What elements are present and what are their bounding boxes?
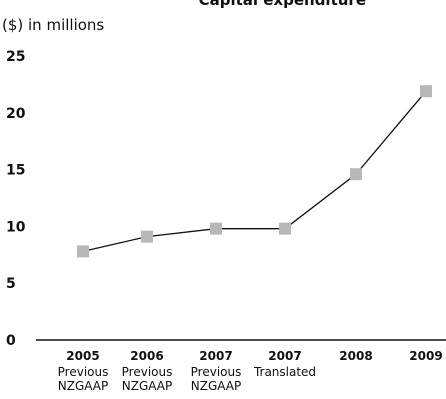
x-tick-sublabel: Previous (191, 365, 242, 379)
x-tick-sublabel: Previous (122, 365, 173, 379)
x-tick-label: 2006 (130, 349, 163, 363)
series-line (82, 90, 427, 253)
y-tick-label: 15 (6, 163, 25, 179)
y-tick-label: 25 (6, 49, 25, 65)
y-tick-label: 0 (6, 333, 16, 349)
series-markers (77, 85, 432, 258)
y-axis-ticks: 0 5 10 15 20 25 (6, 49, 26, 349)
data-point-marker (279, 222, 291, 235)
x-axis-labels: 2005PreviousNZGAAP2006PreviousNZGAAP2007… (58, 349, 443, 393)
x-tick-sublabel: Previous (58, 365, 109, 379)
data-point-marker (420, 85, 432, 98)
y-tick-label: 20 (6, 106, 26, 122)
data-point-marker (350, 168, 362, 181)
x-tick-label: 2009 (409, 349, 442, 363)
x-tick-sublabel: NZGAAP (122, 379, 172, 393)
data-point-marker (210, 222, 222, 235)
x-tick-label: 2008 (339, 349, 372, 363)
x-tick-label: 2005 (66, 349, 99, 363)
data-point-marker (141, 230, 153, 243)
x-tick-sublabel: Translated (253, 365, 316, 379)
y-tick-label: 5 (6, 276, 16, 292)
x-tick-sublabel: NZGAAP (191, 379, 241, 393)
x-tick-label: 2007 (268, 349, 301, 363)
x-tick-sublabel: NZGAAP (58, 379, 108, 393)
chart-title: Capital expenditure (198, 0, 366, 9)
x-tick-label: 2007 (199, 349, 232, 363)
y-axis-unit-label: ($) in millions (2, 16, 105, 34)
y-tick-label: 10 (6, 219, 26, 235)
data-point-marker (77, 245, 89, 258)
